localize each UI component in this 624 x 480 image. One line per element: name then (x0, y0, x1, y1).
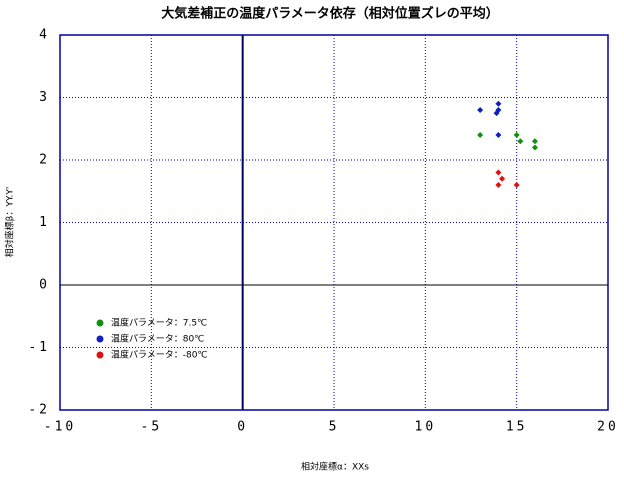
y-tick-label: 3 (39, 90, 50, 105)
legend-marker (96, 335, 104, 343)
x-axis-label: 相対座標α：XXs (301, 461, 369, 473)
x-tick-label: 20 (597, 420, 619, 435)
legend-label: 温度パラメータ：80℃ (111, 333, 204, 345)
x-tick-label: -10 (44, 420, 76, 435)
chart-title: 大気差補正の温度パラメータ依存（相対位置ズレの平均） (161, 6, 499, 22)
data-point (513, 182, 520, 188)
data-point (477, 132, 484, 138)
legend-label: 温度パラメータ：-80℃ (111, 349, 208, 361)
y-tick-label: -1 (28, 340, 50, 355)
x-tick-label: 0 (237, 420, 248, 435)
x-tick-label: -5 (141, 420, 163, 435)
data-point (495, 169, 502, 176)
x-tick-label: 5 (329, 420, 340, 435)
data-point (531, 138, 538, 145)
y-tick-label: 2 (39, 153, 50, 168)
y-tick-label: 0 (39, 278, 50, 293)
y-tick-label: -2 (28, 403, 50, 418)
data-point (531, 144, 538, 151)
data-point (517, 138, 524, 145)
data-point (495, 182, 502, 188)
legend-label: 温度パラメータ：7.5℃ (111, 317, 207, 329)
data-point (499, 175, 506, 182)
data-point (513, 132, 520, 138)
legend-marker (96, 351, 104, 359)
x-tick-label: 10 (415, 420, 437, 435)
y-tick-label: 4 (39, 28, 50, 43)
data-point (495, 100, 502, 107)
data-point (477, 107, 484, 113)
y-tick-label: 1 (39, 215, 50, 230)
data-point (495, 132, 502, 138)
y-axis-label: 相対座標β：YY.Y' (4, 187, 16, 258)
data-point (493, 110, 500, 117)
legend-marker (96, 319, 104, 327)
x-tick-label: 15 (506, 420, 528, 435)
